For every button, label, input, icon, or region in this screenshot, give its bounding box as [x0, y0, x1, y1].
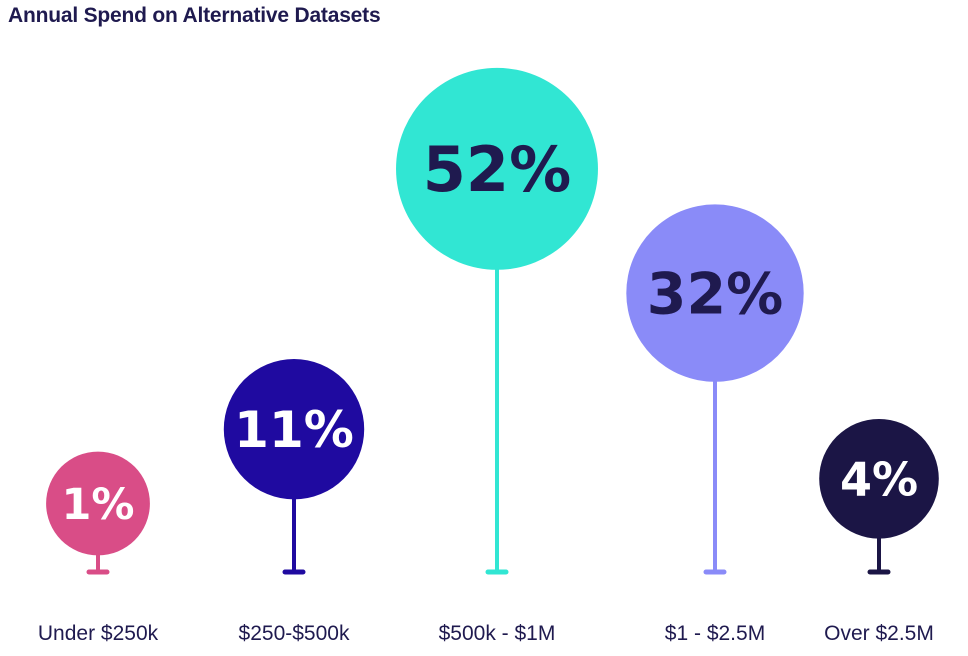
- category-label: $1 - $2.5M: [665, 622, 765, 645]
- data-label: 32%: [647, 262, 783, 328]
- bubble: [223, 358, 365, 500]
- chart-title: Annual Spend on Alternative Datasets: [8, 4, 381, 27]
- data-label: 4%: [840, 452, 918, 506]
- bubble: [396, 67, 598, 270]
- data-label: 1%: [61, 480, 134, 530]
- bubble: [626, 204, 804, 382]
- bubble: [819, 419, 939, 539]
- data-label: 52%: [423, 133, 571, 206]
- category-label: Under $250k: [38, 622, 159, 645]
- category-label: $250-$500k: [239, 622, 350, 645]
- category-label: $500k - $1M: [439, 622, 556, 645]
- data-label: 11%: [234, 401, 354, 459]
- bubble: [46, 451, 150, 556]
- category-label: Over $2.5M: [824, 622, 934, 645]
